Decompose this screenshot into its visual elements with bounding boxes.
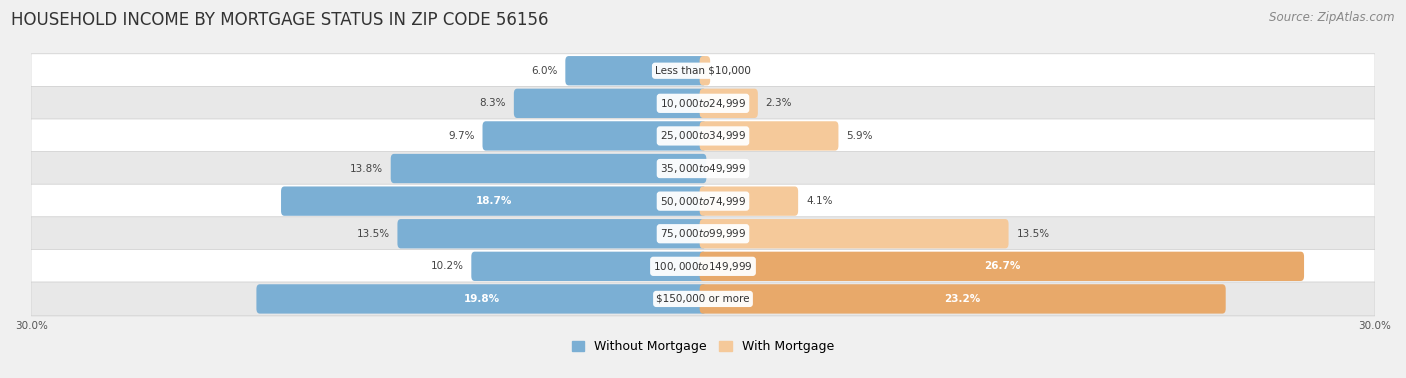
FancyBboxPatch shape — [700, 186, 799, 216]
FancyBboxPatch shape — [31, 282, 1375, 316]
Text: 8.3%: 8.3% — [479, 98, 506, 108]
FancyBboxPatch shape — [256, 284, 706, 314]
Text: 6.0%: 6.0% — [531, 66, 558, 76]
Text: $75,000 to $99,999: $75,000 to $99,999 — [659, 227, 747, 240]
Text: $150,000 or more: $150,000 or more — [657, 294, 749, 304]
FancyBboxPatch shape — [700, 121, 838, 150]
FancyBboxPatch shape — [565, 56, 706, 85]
FancyBboxPatch shape — [700, 89, 758, 118]
FancyBboxPatch shape — [31, 87, 1375, 120]
FancyBboxPatch shape — [700, 219, 1008, 248]
Text: 0.0%: 0.0% — [714, 164, 741, 174]
Text: HOUSEHOLD INCOME BY MORTGAGE STATUS IN ZIP CODE 56156: HOUSEHOLD INCOME BY MORTGAGE STATUS IN Z… — [11, 11, 548, 29]
Text: $50,000 to $74,999: $50,000 to $74,999 — [659, 195, 747, 208]
FancyBboxPatch shape — [31, 152, 1375, 186]
Text: 13.8%: 13.8% — [350, 164, 382, 174]
Text: $10,000 to $24,999: $10,000 to $24,999 — [659, 97, 747, 110]
FancyBboxPatch shape — [513, 89, 706, 118]
Legend: Without Mortgage, With Mortgage: Without Mortgage, With Mortgage — [567, 335, 839, 358]
Text: 19.8%: 19.8% — [464, 294, 499, 304]
FancyBboxPatch shape — [31, 184, 1375, 218]
Text: 23.2%: 23.2% — [945, 294, 981, 304]
Text: 10.2%: 10.2% — [430, 261, 464, 271]
FancyBboxPatch shape — [31, 217, 1375, 251]
FancyBboxPatch shape — [281, 186, 706, 216]
FancyBboxPatch shape — [398, 219, 706, 248]
Text: 9.7%: 9.7% — [449, 131, 475, 141]
FancyBboxPatch shape — [700, 284, 1226, 314]
Text: Source: ZipAtlas.com: Source: ZipAtlas.com — [1270, 11, 1395, 24]
FancyBboxPatch shape — [31, 249, 1375, 283]
Text: 13.5%: 13.5% — [357, 229, 389, 239]
FancyBboxPatch shape — [31, 54, 1375, 88]
Text: 18.7%: 18.7% — [475, 196, 512, 206]
FancyBboxPatch shape — [391, 154, 706, 183]
Text: 5.9%: 5.9% — [846, 131, 873, 141]
FancyBboxPatch shape — [31, 119, 1375, 153]
Text: 2.3%: 2.3% — [766, 98, 792, 108]
Text: 0.17%: 0.17% — [718, 66, 751, 76]
Text: 26.7%: 26.7% — [984, 261, 1019, 271]
FancyBboxPatch shape — [700, 252, 1303, 281]
FancyBboxPatch shape — [471, 252, 706, 281]
Text: 4.1%: 4.1% — [806, 196, 832, 206]
Text: Less than $10,000: Less than $10,000 — [655, 66, 751, 76]
Text: 13.5%: 13.5% — [1017, 229, 1049, 239]
FancyBboxPatch shape — [700, 56, 710, 85]
Text: $25,000 to $34,999: $25,000 to $34,999 — [659, 129, 747, 143]
FancyBboxPatch shape — [482, 121, 706, 150]
Text: $100,000 to $149,999: $100,000 to $149,999 — [654, 260, 752, 273]
Text: $35,000 to $49,999: $35,000 to $49,999 — [659, 162, 747, 175]
